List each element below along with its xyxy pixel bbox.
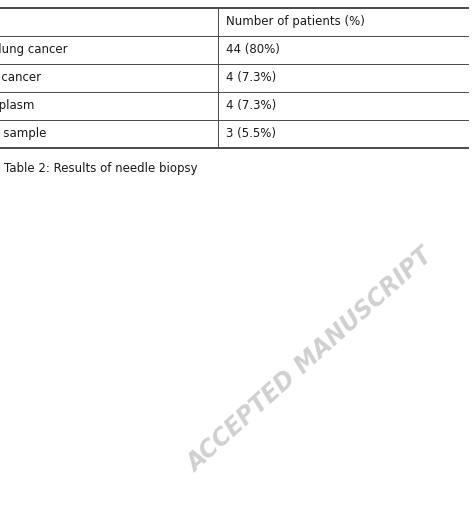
Text: 3 (5.5%): 3 (5.5%) <box>226 127 276 140</box>
Text: 44 (80%): 44 (80%) <box>226 43 280 57</box>
Text: 4 (7.3%): 4 (7.3%) <box>226 100 276 113</box>
Text: Small cell lung cancer: Small cell lung cancer <box>0 71 41 84</box>
Text: Non-diagnostic sample: Non-diagnostic sample <box>0 127 46 140</box>
Text: Number of patients (%): Number of patients (%) <box>226 16 365 28</box>
Text: ACCEPTED MANUSCRIPT: ACCEPTED MANUSCRIPT <box>182 244 438 476</box>
Text: Metastatic neoplasm: Metastatic neoplasm <box>0 100 35 113</box>
Text: 4 (7.3%): 4 (7.3%) <box>226 71 276 84</box>
Text: Table 2: Results of needle biopsy: Table 2: Results of needle biopsy <box>4 162 198 175</box>
Text: Non-small cell lung cancer: Non-small cell lung cancer <box>0 43 68 57</box>
